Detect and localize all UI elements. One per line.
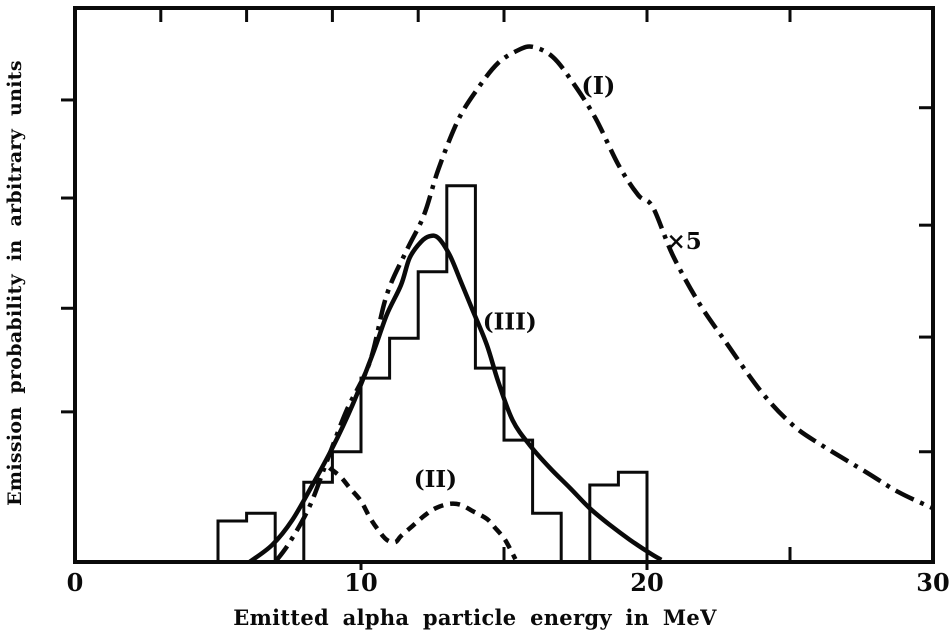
annotation-ii: (II) bbox=[414, 466, 457, 493]
x-tick-label: 10 bbox=[344, 568, 377, 597]
x-tick-label: 0 bbox=[67, 568, 84, 597]
y-axis-title: Emission probability in arbitrary units bbox=[4, 60, 26, 506]
curve-iii bbox=[248, 233, 663, 564]
x-tick-label: 30 bbox=[916, 568, 949, 597]
annotation-i: (I) bbox=[581, 71, 615, 100]
plot-border bbox=[73, 6, 935, 564]
histogram-outline bbox=[216, 184, 649, 564]
curve-ii bbox=[328, 466, 518, 561]
annotation-iii: (III) bbox=[483, 308, 537, 335]
x-axis-title: Emitted alpha particle energy in MeV bbox=[233, 605, 717, 630]
x-tick-label: 20 bbox=[630, 568, 663, 597]
annotation-5: ×5 bbox=[667, 228, 702, 255]
